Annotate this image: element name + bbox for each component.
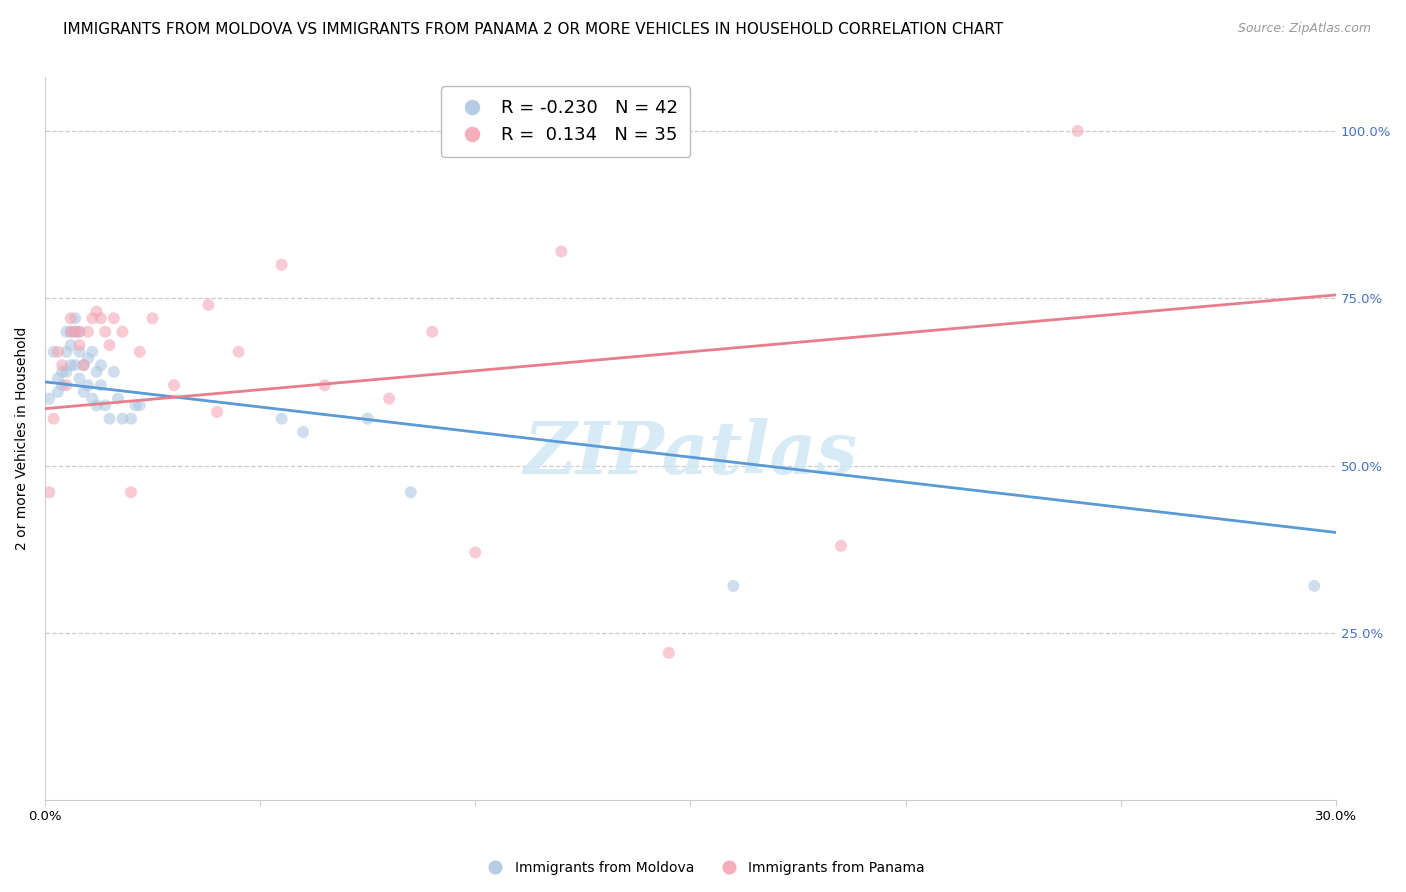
Point [723,579,745,593]
Point [42,344,65,359]
Point [55,378,77,392]
Point [51,378,73,392]
Point [94,325,117,339]
Point [128,344,150,359]
Legend: Immigrants from Moldova, Immigrants from Panama: Immigrants from Moldova, Immigrants from… [475,855,931,880]
Point [51,358,73,372]
Point [63,311,86,326]
Point [59,338,82,352]
Point [111,411,134,425]
Point [90,378,112,392]
Point [124,398,146,412]
Point [86,365,108,379]
Point [141,311,163,326]
Point [59,325,82,339]
Point [270,258,292,272]
Point [205,405,228,419]
Point [94,398,117,412]
Point [67,371,90,385]
Legend: R = -0.230   N = 42, R =  0.134   N = 35: R = -0.230 N = 42, R = 0.134 N = 35 [441,87,690,157]
Point [464,545,486,559]
Point [1303,579,1326,593]
Point [830,539,852,553]
Point [55,365,77,379]
Point [228,344,250,359]
Point [42,411,65,425]
Point [399,485,422,500]
Point [357,411,380,425]
Point [73,358,96,372]
Point [120,485,142,500]
Point [314,378,336,392]
Point [59,311,82,326]
Point [82,311,104,326]
Point [67,344,90,359]
Point [67,325,90,339]
Point [1066,124,1088,138]
Point [98,338,121,352]
Point [77,378,100,392]
Point [67,325,90,339]
Point [46,371,69,385]
Point [46,344,69,359]
Point [86,398,108,412]
Point [128,398,150,412]
Point [77,325,100,339]
Point [63,325,86,339]
Text: IMMIGRANTS FROM MOLDOVA VS IMMIGRANTS FROM PANAMA 2 OR MORE VEHICLES IN HOUSEHOL: IMMIGRANTS FROM MOLDOVA VS IMMIGRANTS FR… [63,22,1004,37]
Point [90,358,112,372]
Point [59,325,82,339]
Point [163,378,186,392]
Point [107,392,129,406]
Point [120,411,142,425]
Text: Source: ZipAtlas.com: Source: ZipAtlas.com [1237,22,1371,36]
Point [658,646,681,660]
Point [46,384,69,399]
Point [90,311,112,326]
Point [82,392,104,406]
Point [73,358,96,372]
Point [51,365,73,379]
Point [292,425,315,439]
Point [63,358,86,372]
Point [59,358,82,372]
Point [550,244,572,259]
Point [98,411,121,425]
Point [55,344,77,359]
Point [86,304,108,318]
Point [38,485,60,500]
Point [55,325,77,339]
Point [270,411,292,425]
Point [63,325,86,339]
Point [82,344,104,359]
Point [103,311,125,326]
Point [73,384,96,399]
Point [67,338,90,352]
Point [378,392,401,406]
Text: ZIPatlas: ZIPatlas [523,417,858,489]
Point [103,365,125,379]
Point [111,325,134,339]
Point [77,351,100,366]
Point [197,298,219,312]
Point [38,392,60,406]
Point [420,325,443,339]
Y-axis label: 2 or more Vehicles in Household: 2 or more Vehicles in Household [15,327,30,550]
